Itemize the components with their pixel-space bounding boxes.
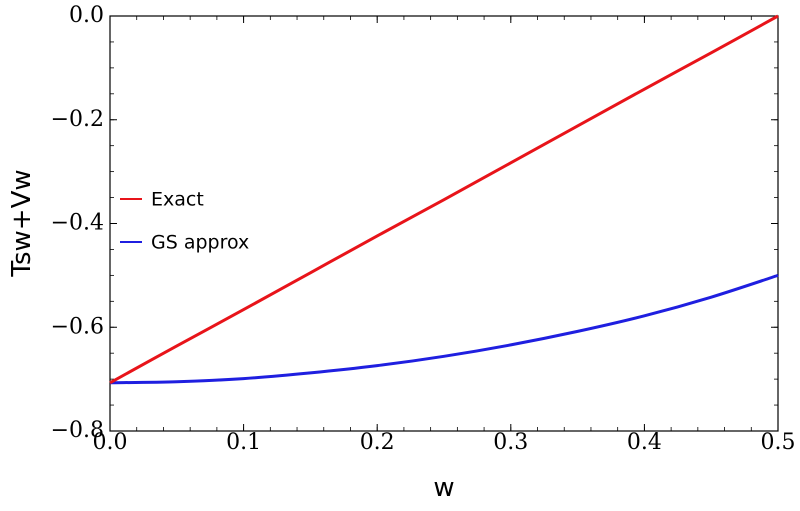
x-axis-title: w: [433, 473, 454, 503]
x-tick-label: 0.2: [360, 430, 395, 455]
y-tick-label: −0.2: [51, 107, 104, 132]
x-tick-label: 0.3: [493, 430, 528, 455]
y-axis-title: Tsw+Vw: [7, 169, 37, 277]
series-line-exact: [109, 14, 779, 385]
y-tick-label: −0.4: [51, 211, 104, 236]
legend: Exact GS approx: [120, 189, 249, 254]
series-line-gs-approx: [109, 273, 779, 385]
x-tick-label: 0.1: [226, 430, 261, 455]
legend-label: GS approx: [151, 232, 249, 254]
axis-tick-labels: 0.0 0.1 0.2 0.3 0.4 0.5 −0.8 −0.6 −0.4 −0.2 0.0: [51, 3, 796, 455]
series-lines: [109, 14, 779, 385]
x-tick-label: 0.4: [627, 430, 662, 455]
y-tick-label: −0.8: [51, 418, 104, 443]
y-tick-label: 0.0: [69, 3, 104, 28]
legend-label: Exact: [151, 189, 204, 211]
x-tick-label: 0.5: [761, 430, 796, 455]
y-tick-label: −0.6: [51, 314, 104, 339]
x-tick-label: 0.0: [93, 430, 128, 455]
axis-ticks: [109, 15, 779, 432]
plot-frame: [109, 15, 779, 432]
